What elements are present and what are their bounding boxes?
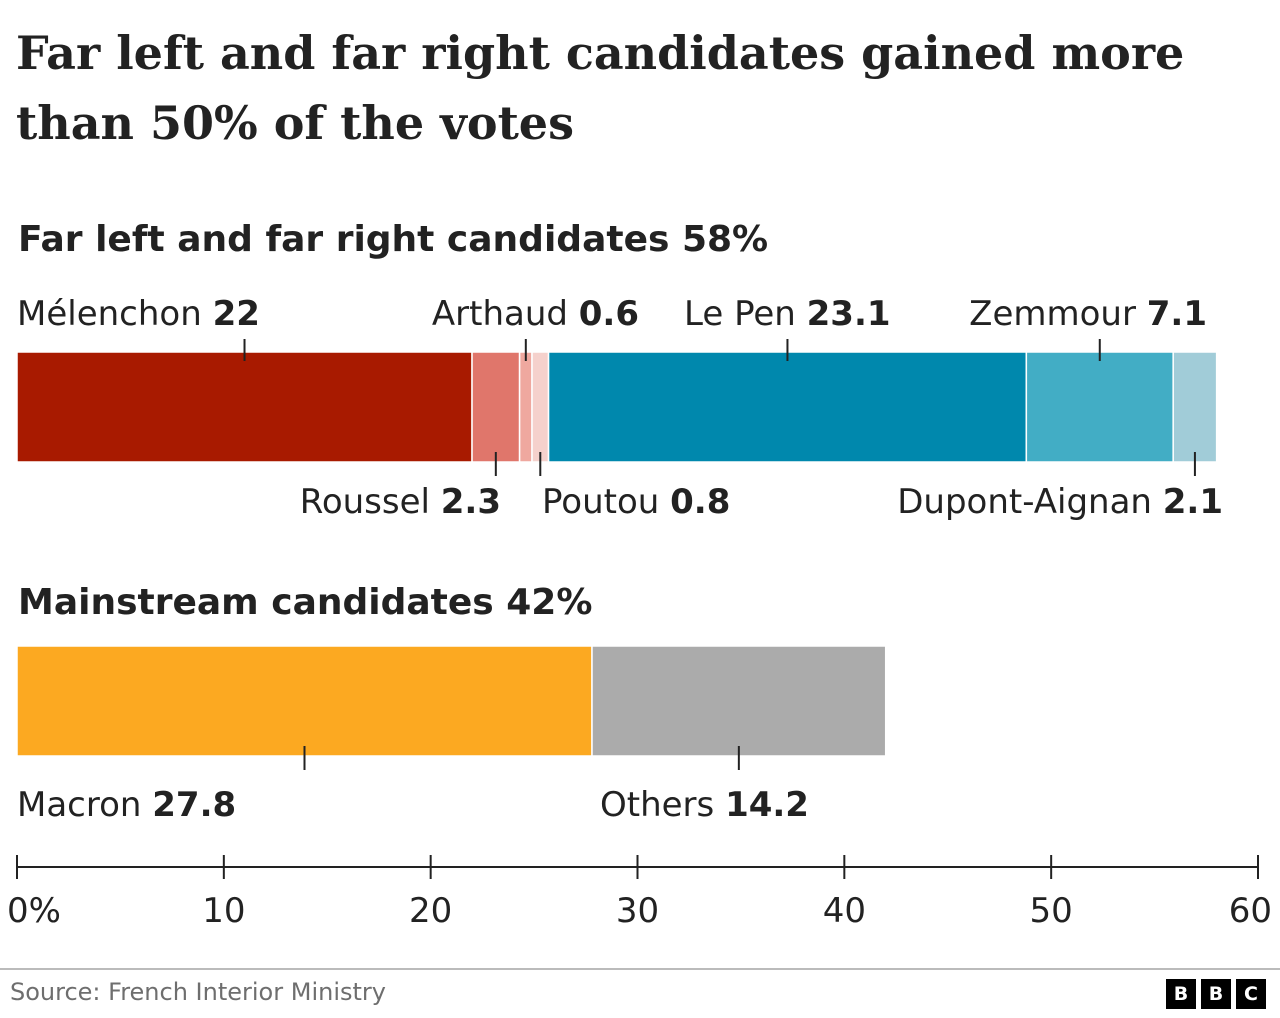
axis-tick-label: 20 bbox=[409, 891, 452, 931]
logo-letter: C bbox=[1236, 979, 1266, 1009]
axis-tick-label: 50 bbox=[1030, 891, 1073, 931]
bar-segment-m-lenchon bbox=[16, 351, 473, 463]
source-note: Source: French Interior Ministry bbox=[10, 978, 386, 1006]
group-label-mainstream: Mainstream candidates 42% bbox=[18, 582, 592, 623]
bar-segment-roussel bbox=[471, 351, 521, 463]
bar-segment-poutou bbox=[531, 351, 550, 463]
axis-tick-label: 0% bbox=[7, 891, 61, 931]
bar-segment-arthaud bbox=[518, 351, 533, 463]
chart-title: Far left and far right candidates gained… bbox=[16, 26, 1185, 150]
group-label-far: Far left and far right candidates 58% bbox=[18, 219, 768, 260]
logo-letter: B bbox=[1166, 979, 1196, 1009]
data-label: Arthaud 0.6 bbox=[432, 294, 639, 334]
axis-tick-label: 60 bbox=[1229, 891, 1272, 931]
data-label: Others 14.2 bbox=[600, 785, 809, 825]
data-label: Macron 27.8 bbox=[17, 785, 236, 825]
data-label: Le Pen 23.1 bbox=[684, 294, 891, 334]
data-label: Mélenchon 22 bbox=[17, 294, 260, 334]
bar-segment-zemmour bbox=[1025, 351, 1174, 463]
bar-segment-le-pen bbox=[547, 351, 1028, 463]
axis-tick-label: 30 bbox=[616, 891, 659, 931]
data-label: Poutou 0.8 bbox=[542, 482, 730, 522]
data-label: Zemmour 7.1 bbox=[969, 294, 1207, 334]
bar-segment-others bbox=[591, 645, 887, 757]
footer-divider bbox=[0, 968, 1280, 970]
data-label: Dupont-Aignan 2.1 bbox=[897, 482, 1223, 522]
axis-tick-label: 10 bbox=[202, 891, 245, 931]
stacked-bar-chart: Far left and far right candidates 58% Ma… bbox=[7, 219, 1272, 931]
logo-letter: B bbox=[1201, 979, 1231, 1009]
x-axis: 0% 10 20 30 40 50 60 bbox=[7, 855, 1272, 931]
bar-segment-dupont-aignan bbox=[1172, 351, 1218, 463]
bbc-logo: B B C bbox=[1166, 979, 1266, 1009]
axis-tick-label: 40 bbox=[823, 891, 866, 931]
bar-segment-macron bbox=[16, 645, 593, 757]
data-label: Roussel 2.3 bbox=[300, 482, 501, 522]
